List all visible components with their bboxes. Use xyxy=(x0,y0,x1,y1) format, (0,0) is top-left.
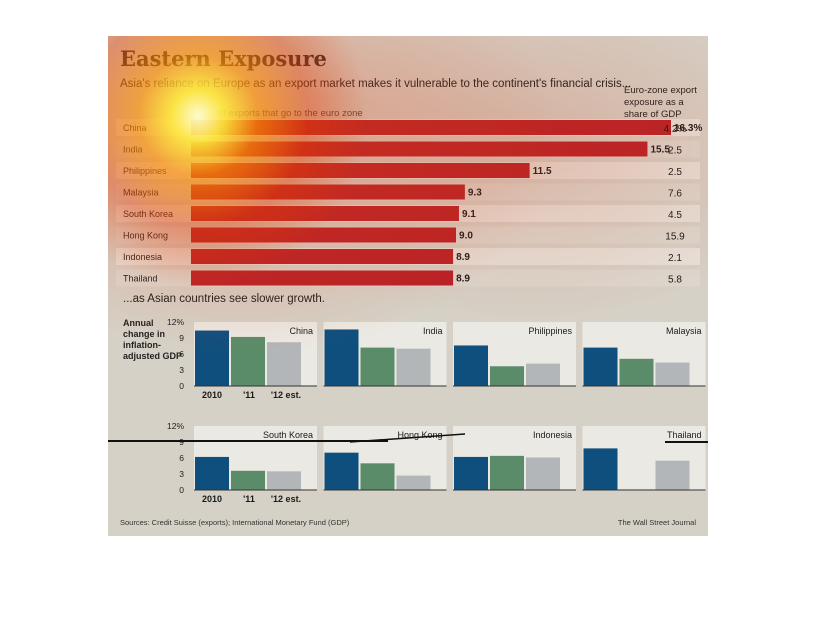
y-tick-label: 0 xyxy=(179,381,184,391)
y-tick-label: 6 xyxy=(179,453,184,463)
x-tick-label: 2010 xyxy=(202,494,222,504)
bar-2010 xyxy=(195,330,229,386)
bar-2012-est xyxy=(267,342,301,386)
bar-2011 xyxy=(360,347,395,386)
panel-title: Hong Kong xyxy=(397,430,442,440)
bar-2012-est xyxy=(526,457,560,490)
panel-title: China xyxy=(289,326,313,336)
y-tick-label: 3 xyxy=(179,365,184,375)
bar-2010 xyxy=(583,347,618,386)
bar-2012-est xyxy=(655,460,690,490)
panel-title: Indonesia xyxy=(533,430,572,440)
bar-2010 xyxy=(454,345,488,386)
bar-2010 xyxy=(454,456,488,490)
bar-2010 xyxy=(324,452,359,490)
bar-2011 xyxy=(619,358,654,386)
bar-2011 xyxy=(490,366,524,386)
infographic: Eastern Exposure Asia's reliance on Euro… xyxy=(108,36,708,536)
panel-title: South Korea xyxy=(263,430,313,440)
panel-title: Thailand xyxy=(667,430,702,440)
bar-2011 xyxy=(490,455,524,490)
bar-2012-est xyxy=(267,471,301,490)
y-tick-label: 9 xyxy=(179,333,184,343)
x-tick-label: '12 est. xyxy=(271,494,301,504)
bar-2011 xyxy=(231,336,265,386)
y-tick-label: 12% xyxy=(167,421,184,431)
bar-2010 xyxy=(324,329,359,386)
y-tick-label: 9 xyxy=(179,437,184,447)
bar-2010 xyxy=(583,448,618,490)
credit-line: The Wall Street Journal xyxy=(617,518,696,527)
bar-2012-est xyxy=(526,363,560,386)
y-tick-label: 6 xyxy=(179,349,184,359)
bar-2011 xyxy=(360,463,395,490)
y-tick-label: 12% xyxy=(167,317,184,327)
bar-2012-est xyxy=(396,475,431,490)
y-tick-label: 0 xyxy=(179,485,184,495)
x-tick-label: '11 xyxy=(243,390,255,400)
bar-2011 xyxy=(231,470,265,490)
source-note: Sources: Credit Suisse (exports); Intern… xyxy=(120,518,350,527)
panel-title: Philippines xyxy=(528,326,572,336)
x-tick-label: '11 xyxy=(243,494,255,504)
panel-title: India xyxy=(423,326,443,336)
bar-2010 xyxy=(195,456,229,490)
bar-2012-est xyxy=(655,362,690,386)
y-tick-label: 3 xyxy=(179,469,184,479)
x-tick-label: '12 est. xyxy=(271,390,301,400)
x-tick-label: 2010 xyxy=(202,390,222,400)
panel-title: Malaysia xyxy=(666,326,702,336)
gdp-growth-panels: 0 3 6 9 12% China India Philippines Malaysia 2010… xyxy=(167,317,706,504)
bar-2012-est xyxy=(396,348,431,386)
